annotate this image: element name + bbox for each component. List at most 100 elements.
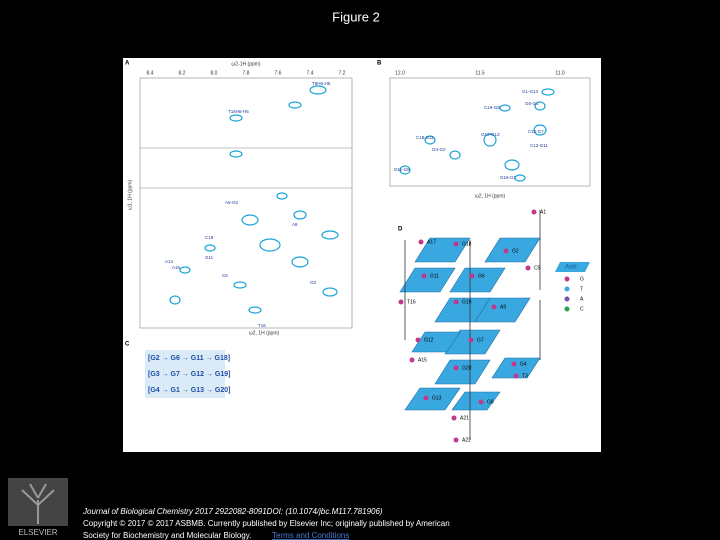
node-dot bbox=[415, 337, 421, 343]
node-dot bbox=[468, 337, 474, 343]
plot-frame bbox=[389, 77, 591, 187]
node-label: G7 bbox=[477, 337, 484, 343]
node-dot bbox=[423, 395, 429, 401]
legend-dot bbox=[564, 276, 570, 282]
panel-c: C [G2 → G6 → G11 → G18] [G3 → G7 → G12 → … bbox=[125, 342, 230, 398]
node-dot bbox=[453, 437, 459, 443]
peak-label: G6-G1 bbox=[525, 101, 539, 106]
legend-dot bbox=[564, 296, 570, 302]
peak-label: G1-G13 bbox=[522, 89, 539, 94]
slide-title: Figure 2 bbox=[332, 9, 380, 24]
axis-title: ω2, 1H (ppm) bbox=[249, 330, 280, 336]
panel-label: C bbox=[125, 342, 130, 348]
highlight-box bbox=[145, 350, 225, 398]
node-label: G2 bbox=[512, 248, 519, 254]
peak-label: G11-G6 bbox=[394, 167, 410, 172]
node-label: G4 bbox=[520, 361, 527, 367]
axis-title: ω2, 1H (ppm) bbox=[475, 193, 506, 199]
node-label: A21 bbox=[460, 415, 469, 421]
legend-dot bbox=[564, 286, 570, 292]
peak-label: A15 bbox=[172, 265, 181, 270]
publisher-logo: ELSEVIER bbox=[8, 478, 68, 537]
node-dot bbox=[421, 273, 427, 279]
node-dot bbox=[453, 299, 459, 305]
citation-society: Society for Biochemistry and Molecular B… bbox=[83, 531, 251, 540]
node-label: A1 bbox=[540, 209, 546, 215]
node-label: A15 bbox=[418, 357, 427, 363]
panel-label: A bbox=[125, 61, 130, 67]
legend-label: C bbox=[580, 306, 584, 312]
node-label: C5 bbox=[534, 265, 541, 271]
tick-label: 8.2 bbox=[179, 70, 186, 76]
peak-label: A5-G2 bbox=[225, 200, 239, 205]
legend-label: G bbox=[580, 276, 584, 282]
legend-dot bbox=[564, 306, 570, 312]
panel-b: B ω2, 1H (ppm) 12.0 11.5 11.0 G1-G13 G6-G1 C… bbox=[377, 61, 591, 199]
node-dot bbox=[503, 248, 509, 254]
peak-label: C6 bbox=[222, 273, 228, 278]
plot-frame bbox=[139, 77, 353, 329]
peak-label: G18-G1 bbox=[500, 175, 517, 180]
sequence-row: [G3 → G7 → G12 → G19] bbox=[148, 371, 230, 378]
node-dot bbox=[531, 209, 537, 215]
tick-label: 7.2 bbox=[339, 70, 346, 76]
peak-label: G3 bbox=[310, 280, 317, 285]
citation-journal: Journal of Biological Chemistry 2017 292… bbox=[82, 507, 383, 516]
tick-label: 7.8 bbox=[243, 70, 250, 76]
peak-label: T16 bbox=[258, 323, 266, 328]
node-label: G13 bbox=[432, 395, 442, 401]
panel-a: A ω2-1H (ppm) ω2, 1H (ppm) ω1, 1H (ppm) … bbox=[125, 61, 353, 336]
axis-title: ω1, 1H (ppm) bbox=[127, 180, 133, 211]
legend-label: A bbox=[580, 296, 584, 302]
legend-label: T bbox=[580, 286, 583, 292]
citation: Journal of Biological Chemistry 2017 292… bbox=[82, 507, 450, 540]
node-label: G18 bbox=[462, 241, 472, 247]
node-label: G20 bbox=[462, 365, 472, 371]
node-label: G8 bbox=[487, 399, 494, 405]
tick-label: 11.5 bbox=[475, 70, 485, 76]
node-label: T3 bbox=[522, 373, 528, 379]
terms-link[interactable]: Terms and Conditions bbox=[272, 531, 349, 540]
peak-label: C18-G11 bbox=[416, 135, 434, 140]
node-label: A9 bbox=[500, 304, 506, 310]
peak-label: G10-G13 bbox=[481, 132, 500, 137]
axis-title: ω2-1H (ppm) bbox=[231, 61, 261, 67]
node-dot bbox=[511, 361, 517, 367]
node-label: G19 bbox=[462, 299, 472, 305]
node-dot bbox=[418, 239, 424, 245]
logo-text: ELSEVIER bbox=[18, 528, 57, 537]
peak-label: C19 bbox=[205, 235, 214, 240]
tick-label: 7.6 bbox=[275, 70, 282, 76]
tick-label: 8.4 bbox=[147, 70, 154, 76]
node-dot bbox=[453, 365, 459, 371]
peak-label: G4-G2 bbox=[432, 147, 446, 152]
node-dot bbox=[478, 399, 484, 405]
node-label: A17 bbox=[427, 239, 436, 245]
peak-label: C12-G11 bbox=[530, 143, 548, 148]
tick-label: 11.0 bbox=[555, 70, 565, 76]
node-label: G12 bbox=[424, 337, 434, 343]
sequence-row: [G4 → G1 → G13 → G20] bbox=[148, 387, 230, 394]
peak-label: A8 bbox=[292, 222, 298, 227]
peak-label: T16H6-H5 bbox=[228, 109, 249, 114]
node-dot bbox=[525, 265, 531, 271]
node-dot bbox=[453, 241, 459, 247]
peak-label: A14 bbox=[165, 259, 174, 264]
node-dot bbox=[513, 373, 519, 379]
peak-label: T8H6-H5 bbox=[312, 81, 331, 86]
peak-label: C12-G7 bbox=[528, 129, 544, 134]
node-label: A22 bbox=[462, 437, 471, 443]
legend-title: Anti bbox=[565, 265, 577, 271]
node-label: T16 bbox=[407, 299, 416, 305]
node-dot bbox=[491, 304, 497, 310]
tick-label: 7.4 bbox=[307, 70, 314, 76]
tick-label: 8.0 bbox=[211, 70, 218, 76]
node-label: G6 bbox=[478, 273, 485, 279]
node-dot bbox=[451, 415, 457, 421]
peak-label: G11 bbox=[205, 255, 214, 260]
node-label: G11 bbox=[430, 273, 439, 279]
panel-label: B bbox=[377, 61, 382, 67]
legend-swatch bbox=[555, 262, 590, 272]
